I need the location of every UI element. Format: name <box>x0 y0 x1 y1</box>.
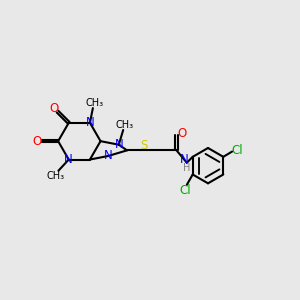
Text: N: N <box>114 138 123 151</box>
Text: N: N <box>85 116 94 129</box>
Text: N: N <box>180 153 189 166</box>
Text: CH₃: CH₃ <box>116 120 134 130</box>
Text: O: O <box>50 102 58 115</box>
Text: H: H <box>182 163 190 173</box>
Text: CH₃: CH₃ <box>85 98 103 108</box>
Text: O: O <box>177 127 186 140</box>
Text: CH₃: CH₃ <box>46 171 64 181</box>
Text: N: N <box>64 153 73 166</box>
Text: Cl: Cl <box>232 144 243 157</box>
Text: O: O <box>32 135 42 148</box>
Text: S: S <box>140 139 148 152</box>
Text: N: N <box>104 149 112 163</box>
Text: Cl: Cl <box>179 184 191 196</box>
